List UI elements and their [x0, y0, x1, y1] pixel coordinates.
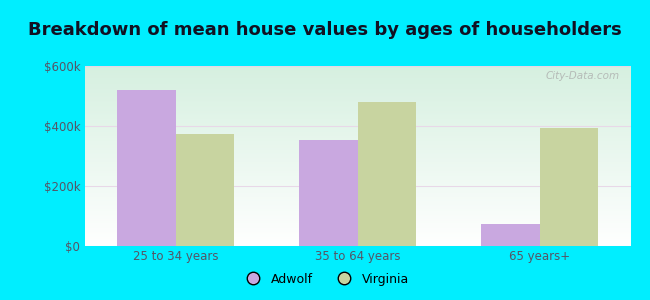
Bar [299, 140, 358, 246]
Bar [117, 90, 176, 246]
Text: City-Data.com: City-Data.com [545, 71, 619, 81]
Bar [358, 102, 416, 246]
Text: Breakdown of mean house values by ages of householders: Breakdown of mean house values by ages o… [28, 21, 622, 39]
Bar [540, 128, 598, 246]
Legend: Adwolf, Virginia: Adwolf, Virginia [236, 268, 414, 291]
Bar [176, 134, 234, 246]
Bar [481, 224, 540, 246]
